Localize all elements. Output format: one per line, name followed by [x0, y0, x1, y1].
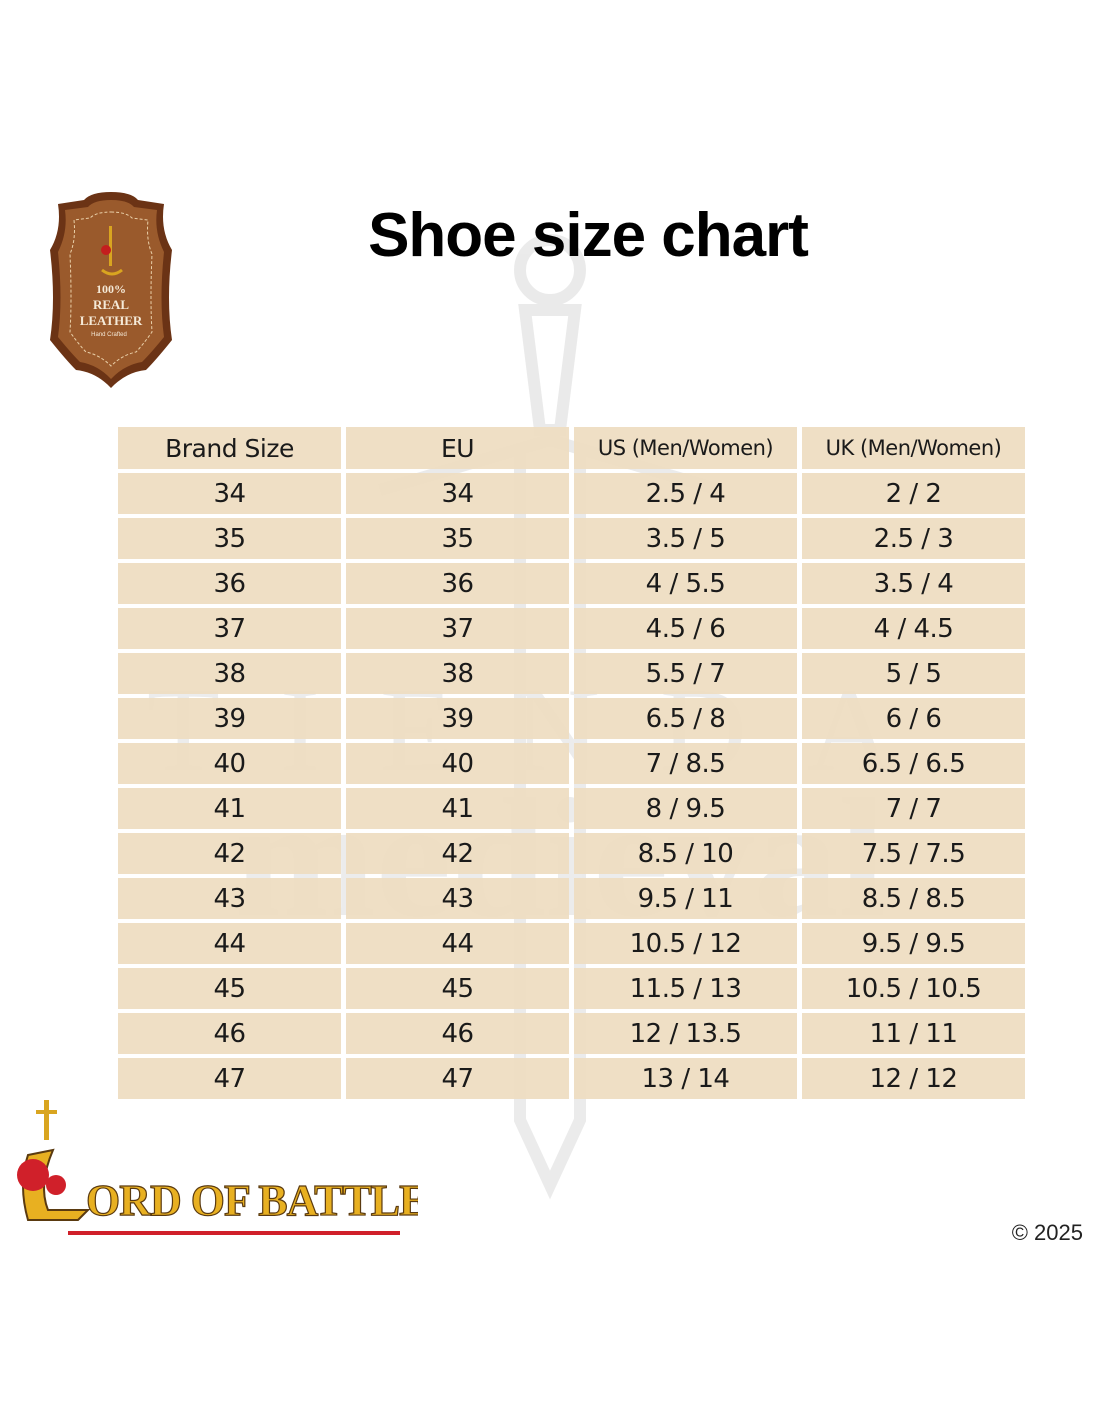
cell-uk: 7 / 7 [802, 788, 1025, 829]
cell-brand-size: 35 [118, 518, 341, 559]
cell-us: 3.5 / 5 [574, 518, 797, 559]
cell-uk: 3.5 / 4 [802, 563, 1025, 604]
cell-brand-size: 34 [118, 473, 341, 514]
cell-eu: 34 [346, 473, 569, 514]
cell-uk: 4 / 4.5 [802, 608, 1025, 649]
cell-us: 5.5 / 7 [574, 653, 797, 694]
cell-uk: 12 / 12 [802, 1058, 1025, 1099]
cell-brand-size: 44 [118, 923, 341, 964]
cell-uk: 2 / 2 [802, 473, 1025, 514]
table-row: 40 40 7 / 8.5 6.5 / 6.5 [118, 743, 1025, 784]
cell-eu: 44 [346, 923, 569, 964]
copyright: © 2025 [1011, 1220, 1083, 1245]
cell-eu: 40 [346, 743, 569, 784]
cell-brand-size: 45 [118, 968, 341, 1009]
size-table: Brand Size EU US (Men/Women) UK (Men/Wom… [113, 423, 1030, 1103]
cell-us: 2.5 / 4 [574, 473, 797, 514]
cell-us: 7 / 8.5 [574, 743, 797, 784]
cell-brand-size: 47 [118, 1058, 341, 1099]
cell-eu: 37 [346, 608, 569, 649]
cell-us: 6.5 / 8 [574, 698, 797, 739]
table-row: 47 47 13 / 14 12 / 12 [118, 1058, 1025, 1099]
badge-line-2: REAL [93, 297, 129, 312]
header-brand-size: Brand Size [118, 427, 341, 469]
cell-brand-size: 41 [118, 788, 341, 829]
cell-brand-size: 42 [118, 833, 341, 874]
cell-us: 12 / 13.5 [574, 1013, 797, 1054]
cell-eu: 42 [346, 833, 569, 874]
table-header-row: Brand Size EU US (Men/Women) UK (Men/Wom… [118, 427, 1025, 469]
table-row: 43 43 9.5 / 11 8.5 / 8.5 [118, 878, 1025, 919]
lord-of-battles-logo: ORD OF BATTLES [17, 1100, 418, 1235]
cell-eu: 45 [346, 968, 569, 1009]
table-row: 36 36 4 / 5.5 3.5 / 4 [118, 563, 1025, 604]
cell-uk: 9.5 / 9.5 [802, 923, 1025, 964]
cell-brand-size: 43 [118, 878, 341, 919]
cell-uk: 6.5 / 6.5 [802, 743, 1025, 784]
table-row: 46 46 12 / 13.5 11 / 11 [118, 1013, 1025, 1054]
cell-eu: 38 [346, 653, 569, 694]
table-row: 44 44 10.5 / 12 9.5 / 9.5 [118, 923, 1025, 964]
cell-eu: 39 [346, 698, 569, 739]
cell-brand-size: 40 [118, 743, 341, 784]
cell-brand-size: 39 [118, 698, 341, 739]
badge-line-1: 100% [96, 282, 126, 296]
cell-uk: 2.5 / 3 [802, 518, 1025, 559]
cell-eu: 43 [346, 878, 569, 919]
table-row: 41 41 8 / 9.5 7 / 7 [118, 788, 1025, 829]
cell-uk: 8.5 / 8.5 [802, 878, 1025, 919]
cell-uk: 10.5 / 10.5 [802, 968, 1025, 1009]
leather-badge: 100% REAL LEATHER Hand Crafted [50, 192, 172, 388]
cell-eu: 47 [346, 1058, 569, 1099]
cell-uk: 6 / 6 [802, 698, 1025, 739]
svg-text:ORD OF BATTLES: ORD OF BATTLES [86, 1176, 418, 1225]
cell-uk: 5 / 5 [802, 653, 1025, 694]
badge-line-3: LEATHER [80, 313, 143, 328]
cell-brand-size: 38 [118, 653, 341, 694]
cell-brand-size: 36 [118, 563, 341, 604]
header-eu: EU [346, 427, 569, 469]
knight-emblem-icon [101, 226, 123, 276]
cell-us: 11.5 / 13 [574, 968, 797, 1009]
cell-eu: 36 [346, 563, 569, 604]
cell-brand-size: 37 [118, 608, 341, 649]
table-row: 35 35 3.5 / 5 2.5 / 3 [118, 518, 1025, 559]
cell-eu: 41 [346, 788, 569, 829]
cell-us: 4 / 5.5 [574, 563, 797, 604]
cell-us: 4.5 / 6 [574, 608, 797, 649]
cell-uk: 7.5 / 7.5 [802, 833, 1025, 874]
cell-eu: 35 [346, 518, 569, 559]
cell-us: 8 / 9.5 [574, 788, 797, 829]
table-row: 45 45 11.5 / 13 10.5 / 10.5 [118, 968, 1025, 1009]
cell-eu: 46 [346, 1013, 569, 1054]
page-title: Shoe size chart [368, 201, 809, 270]
header-uk: UK (Men/Women) [802, 427, 1025, 469]
cell-us: 8.5 / 10 [574, 833, 797, 874]
cell-brand-size: 46 [118, 1013, 341, 1054]
table-row: 42 42 8.5 / 10 7.5 / 7.5 [118, 833, 1025, 874]
cell-us: 13 / 14 [574, 1058, 797, 1099]
cell-us: 9.5 / 11 [574, 878, 797, 919]
cell-us: 10.5 / 12 [574, 923, 797, 964]
header-us: US (Men/Women) [574, 427, 797, 469]
cell-uk: 11 / 11 [802, 1013, 1025, 1054]
badge-line-4: Hand Crafted [91, 332, 127, 338]
